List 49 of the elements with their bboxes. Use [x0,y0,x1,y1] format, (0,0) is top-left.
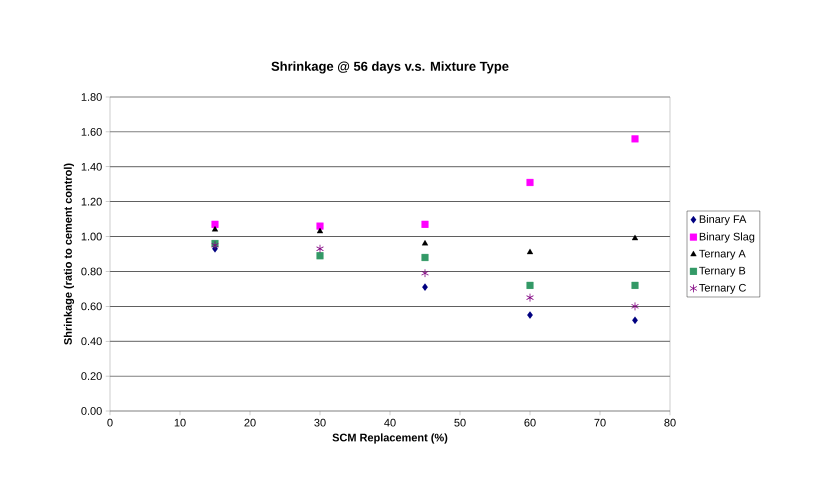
legend-label: Ternary A [699,250,746,260]
y-tick-label: 1.40 [82,162,102,171]
point [422,240,428,246]
point [526,282,534,289]
point [316,244,324,254]
legend-label: Binary FA [700,214,746,226]
point [632,234,638,240]
x-tick-label: 80 [664,418,676,427]
legend-label: Binary Slag [700,232,754,243]
point [421,268,429,278]
y-tick-label: 0.00 [81,407,102,415]
point [316,252,324,260]
point [421,220,429,228]
y-tick-label: 1.20 [82,198,102,206]
x-tick-label: 50 [454,418,466,427]
x-tick-label: 70 [594,418,606,427]
legend-label: Ternary C [699,284,746,294]
point [211,240,219,250]
point [526,248,534,254]
point [631,302,639,311]
point [421,254,429,262]
point [526,178,534,186]
point [632,316,638,324]
point [212,226,218,232]
x-tick-label: 10 [174,418,186,427]
y-tick-label: 0.20 [81,372,102,380]
x-tick-label: 40 [384,418,396,427]
point [211,220,219,228]
chart-title: Shrinkage @ 56 days v.s. Mixture Type [271,61,509,74]
point [422,283,428,291]
point [526,293,534,302]
x-tick-label: 20 [244,418,256,427]
point [631,282,639,289]
x-tick-label: 60 [524,418,536,427]
y-axis-title: Shrinkage (ratio to cement control) [64,164,74,345]
y-tick-label: 0.40 [81,337,102,346]
y-tick-label: 1.00 [82,232,102,240]
y-tick-label: 1.80 [82,93,102,101]
x-tick-label: 0 [107,418,113,427]
y-tick-label: 0.80 [81,268,102,276]
y-tick-label: 0.60 [81,302,102,310]
point [316,228,324,234]
y-tick-label: 1.60 [82,128,102,136]
point [316,222,324,230]
point [631,135,639,142]
point [527,311,533,319]
x-tick-label: 30 [314,418,326,427]
x-axis-title: SCM Replacement (%) [332,433,448,444]
legend-label: Ternary B [699,266,746,277]
